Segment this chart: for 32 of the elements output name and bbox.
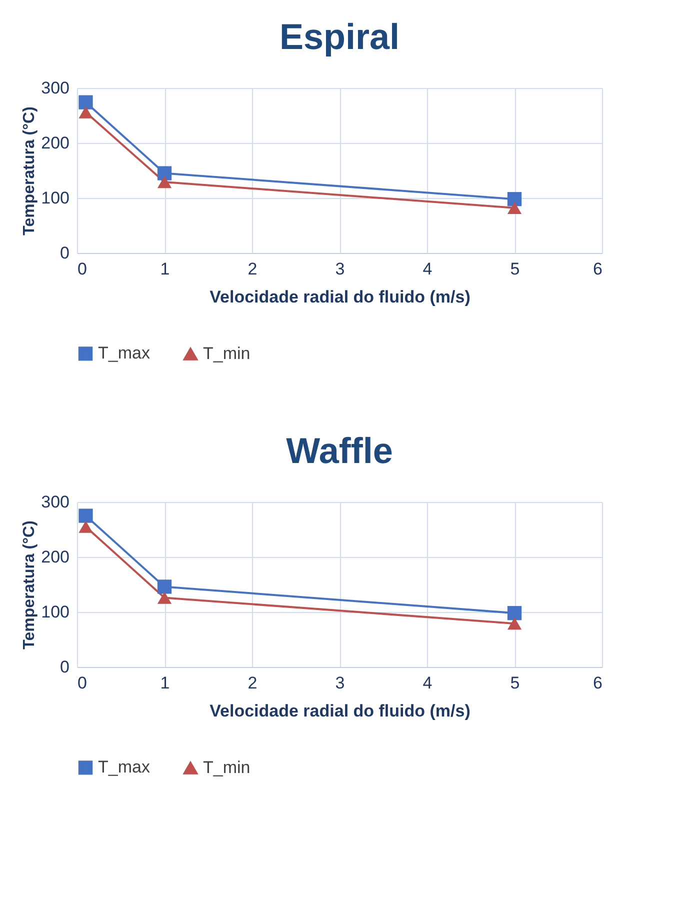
x-tick-label: 1 bbox=[160, 674, 170, 692]
legend-label: T_min bbox=[203, 344, 250, 364]
x-tick-label: 4 bbox=[422, 674, 432, 692]
y-tick-label: 300 bbox=[41, 492, 70, 512]
x-tick-label: 5 bbox=[510, 674, 520, 692]
x-tick-label: 0 bbox=[78, 260, 87, 278]
y-tick-label: 300 bbox=[41, 78, 70, 98]
x-axis-title: Velocidade radial do fluido (m/s) bbox=[210, 288, 470, 306]
x-tick-label: 5 bbox=[510, 260, 520, 278]
chart-title: Waffle bbox=[286, 430, 393, 471]
x-tick-label: 6 bbox=[593, 674, 602, 692]
y-tick-label: 0 bbox=[60, 658, 70, 676]
x-tick-label: 3 bbox=[335, 674, 345, 692]
y-tick-label: 0 bbox=[60, 244, 70, 262]
y-axis-title: Temperatura (°C) bbox=[21, 106, 38, 236]
x-tick-label: 0 bbox=[78, 674, 87, 692]
y-axis-title: Temperatura (°C) bbox=[21, 520, 38, 650]
x-tick-label: 2 bbox=[248, 674, 258, 692]
legend-label: T_min bbox=[203, 758, 250, 778]
y-tick-label: 100 bbox=[41, 602, 70, 622]
x-tick-label: 3 bbox=[335, 260, 345, 278]
legend-label: T_max bbox=[98, 344, 150, 363]
x-tick-label: 2 bbox=[248, 260, 258, 278]
y-tick-label: 100 bbox=[41, 188, 70, 208]
y-tick-label: 200 bbox=[41, 548, 70, 566]
x-tick-label: 1 bbox=[160, 260, 170, 278]
x-tick-label: 4 bbox=[422, 260, 432, 278]
legend-label: T_max bbox=[98, 758, 150, 777]
x-axis-title: Velocidade radial do fluido (m/s) bbox=[210, 702, 470, 720]
x-tick-label: 6 bbox=[593, 260, 602, 278]
chart-title: Espiral bbox=[279, 16, 400, 57]
y-tick-label: 200 bbox=[41, 134, 70, 152]
